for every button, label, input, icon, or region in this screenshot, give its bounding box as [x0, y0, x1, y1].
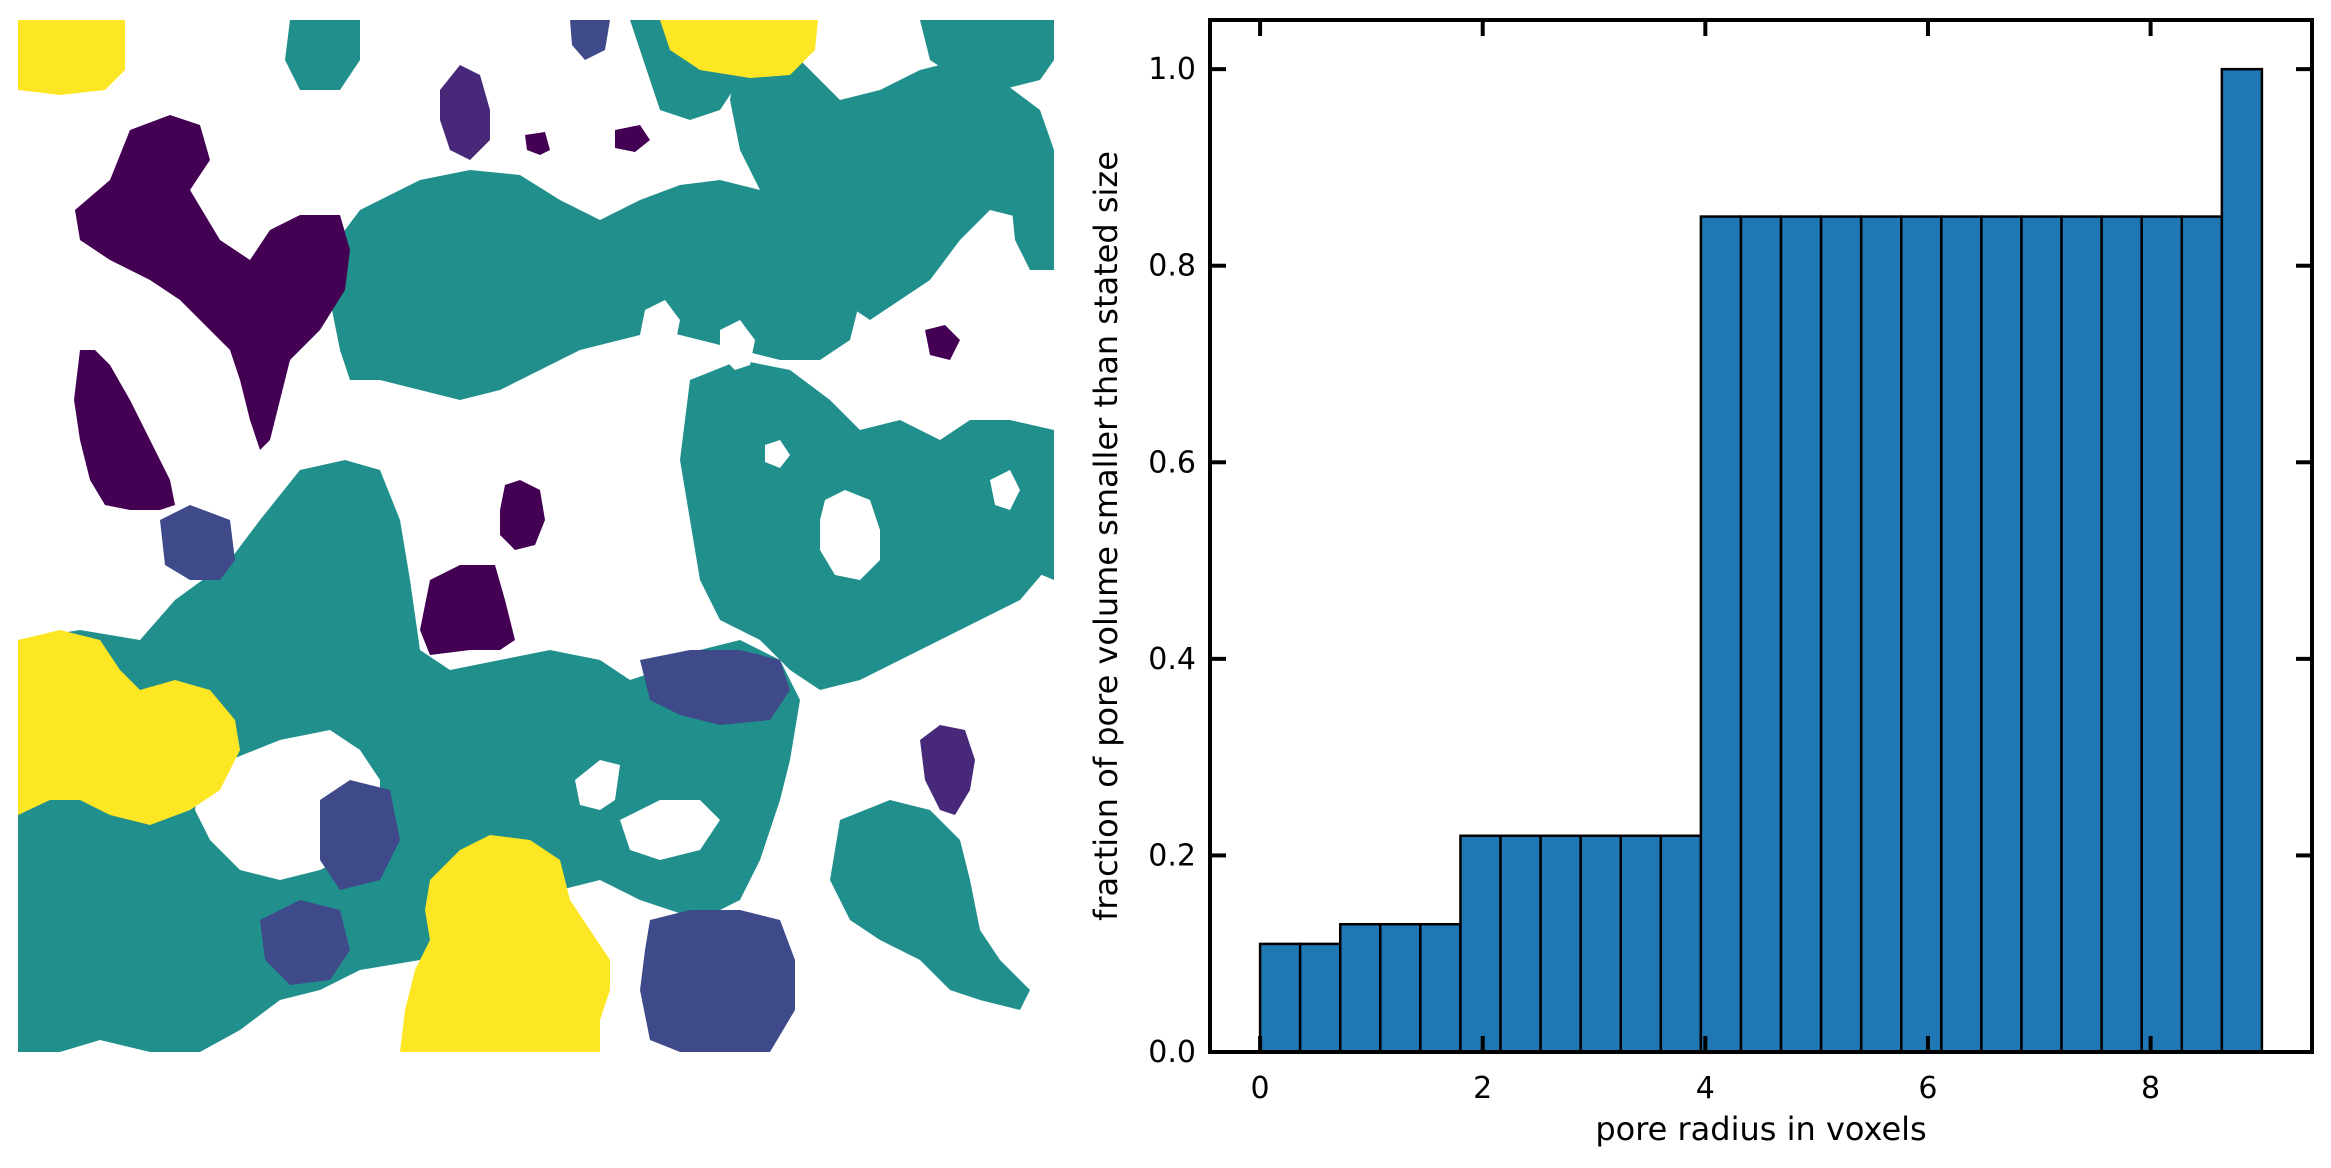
- x-tick-label: 2: [1473, 1071, 1492, 1106]
- y-tick-label: 0.4: [1148, 642, 1196, 677]
- x-tick-label: 0: [1251, 1071, 1270, 1106]
- bar: [1258, 942, 1302, 1054]
- bar: [2100, 215, 2143, 1054]
- bar: [1940, 215, 1983, 1054]
- bar: [2180, 215, 2224, 1054]
- bar: [1419, 922, 1462, 1054]
- bar: [1499, 834, 1542, 1054]
- bar: [1739, 215, 1783, 1054]
- bar: [2020, 215, 2063, 1054]
- y-axis-label: fraction of pore volume smaller than sta…: [1087, 151, 1125, 921]
- bar: [1619, 834, 1663, 1054]
- y-tick-label: 0.6: [1148, 445, 1196, 480]
- x-tick-label: 4: [1696, 1071, 1715, 1106]
- bar: [1379, 922, 1422, 1054]
- x-tick-label: 6: [1918, 1071, 1937, 1106]
- x-axis-label: pore radius in voxels: [1595, 1110, 1926, 1148]
- x-tick-label: 8: [2141, 1071, 2160, 1106]
- bar: [1298, 942, 1342, 1054]
- purple-pore-regions: [440, 65, 975, 815]
- bars-group: [1258, 67, 2264, 1054]
- bar: [1338, 922, 1382, 1054]
- yellow-pore-regions: [18, 20, 818, 1052]
- bar-chart: 0 2 4 6 8 0.0 0.2 0.4 0.6 0.8 1.0 pore radius in v…: [1087, 18, 2314, 1148]
- ticks-group: 0 2 4 6 8 0.0 0.2 0.4 0.6 0.8 1.0: [1148, 20, 2312, 1106]
- bar: [1699, 215, 1743, 1054]
- y-tick-label: 0.8: [1148, 249, 1196, 284]
- dark-purple-pore-regions: [74, 115, 960, 655]
- y-tick-label: 0.2: [1148, 838, 1196, 873]
- bar: [1659, 834, 1703, 1054]
- bar: [1859, 215, 1903, 1054]
- plot-frame: [1208, 18, 2314, 1054]
- bar: [1980, 215, 2023, 1054]
- bar: [1579, 834, 1622, 1054]
- bar: [2140, 215, 2184, 1054]
- pore-size-map: [18, 20, 1054, 1052]
- slate-pore-regions: [160, 20, 795, 1052]
- bar: [1539, 834, 1582, 1054]
- bar: [2220, 67, 2264, 1054]
- bar: [1819, 215, 1863, 1054]
- bar: [1779, 215, 1823, 1054]
- y-tick-label: 1.0: [1148, 52, 1196, 87]
- bar: [2060, 215, 2103, 1054]
- bar: [1459, 834, 1502, 1054]
- y-tick-label: 0.0: [1148, 1035, 1196, 1070]
- bar: [1900, 215, 1943, 1054]
